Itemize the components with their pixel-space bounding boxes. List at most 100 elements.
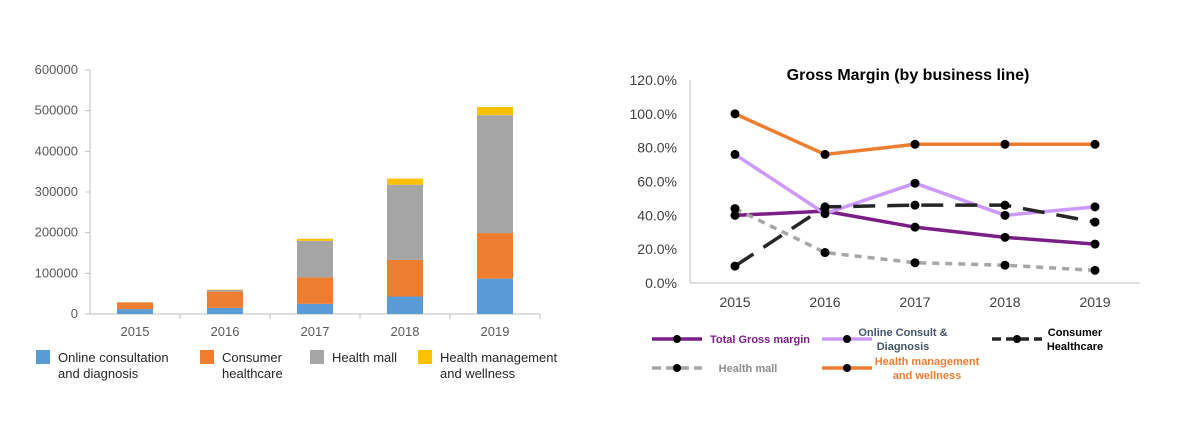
legend-label: Online Consult & — [858, 327, 947, 339]
legend-label: Health management — [875, 356, 980, 368]
series-line-group — [730, 109, 1100, 159]
x-tick-label: 2018 — [989, 294, 1020, 310]
legend-label: Total Gross margin — [710, 334, 810, 346]
data-point — [1090, 265, 1100, 275]
chart-title: Gross Margin (by business line) — [787, 67, 1030, 84]
legend-swatch — [418, 350, 432, 364]
y-tick-label: 500000 — [35, 103, 78, 118]
y-tick-label: 600000 — [35, 62, 78, 77]
x-tick-label: 2019 — [481, 324, 510, 339]
legend-marker — [673, 364, 681, 372]
legend-label: and diagnosis — [58, 366, 139, 381]
y-tick-label: 100.0% — [630, 106, 677, 122]
bar-segment — [207, 291, 243, 308]
legend-marker — [673, 335, 681, 343]
series-line — [734, 203, 1096, 268]
legend-item: Consumer Healthcare — [992, 327, 1103, 353]
legend-label: Health mall — [332, 350, 397, 365]
x-tick-label: 2016 — [211, 324, 240, 339]
data-point — [910, 139, 920, 149]
data-point — [910, 222, 920, 232]
data-point — [1000, 210, 1010, 220]
legend-item: Total Gross margin — [652, 334, 810, 346]
legend-marker — [1013, 335, 1021, 343]
data-point — [1090, 217, 1100, 227]
x-tick-label: 2019 — [1079, 294, 1110, 310]
legend-swatch — [200, 350, 214, 364]
data-point — [730, 109, 740, 119]
data-point — [1090, 139, 1100, 149]
x-tick-label: 2015 — [121, 324, 150, 339]
data-point — [730, 261, 740, 271]
legend-swatch — [310, 350, 324, 364]
legend-label: Online consultation — [58, 350, 169, 365]
stacked-bar-chart: 0 100000 200000 300000 400000 500000 600000 201… — [35, 62, 558, 381]
data-point — [1090, 202, 1100, 212]
legend-label: Healthcare — [1047, 341, 1103, 353]
x-tick-label: 2018 — [391, 324, 420, 339]
y-tick-label: 300000 — [35, 184, 78, 199]
data-point — [820, 209, 830, 219]
legend-label: Consumer — [222, 350, 283, 365]
data-point — [1000, 232, 1010, 242]
bar-segment — [477, 115, 513, 234]
gross-margin-line-chart: Gross Margin (by business line) 0.0% 20.0%… — [630, 67, 1140, 382]
bar-segment — [387, 178, 423, 185]
y-tick-label: 0 — [71, 306, 78, 321]
bar-segment — [477, 107, 513, 116]
legend-label: Health mall — [719, 363, 778, 375]
legend-item: Health mall — [652, 363, 777, 375]
data-point — [910, 178, 920, 188]
legend-label: and wellness — [440, 366, 516, 381]
y-tick-label: 400000 — [35, 143, 78, 158]
data-point — [820, 149, 830, 159]
y-tick-label: 120.0% — [630, 72, 677, 88]
x-tick-label: 2017 — [301, 324, 330, 339]
data-point — [820, 202, 830, 212]
bar-segment — [387, 259, 423, 297]
legend-item: Online Consult & Diagnosis — [822, 327, 948, 353]
series-line — [734, 206, 1096, 273]
bar-segment — [297, 240, 333, 278]
series-line-group — [730, 204, 1100, 275]
data-point — [730, 210, 740, 220]
bar-segment — [477, 233, 513, 279]
y-tick-label: 40.0% — [637, 207, 677, 223]
x-tick-label: 2015 — [719, 294, 750, 310]
bar-segment — [117, 302, 153, 310]
bar-segment — [297, 238, 333, 241]
data-point — [1000, 260, 1010, 270]
y-tick-label: 80.0% — [637, 140, 677, 156]
bar-segment — [117, 309, 153, 314]
y-tick-label: 0.0% — [645, 275, 677, 291]
data-point — [1000, 139, 1010, 149]
y-tick-label: 200000 — [35, 225, 78, 240]
legend-marker — [843, 335, 851, 343]
bar-segment — [297, 303, 333, 314]
bar-segment — [387, 296, 423, 314]
legend-swatch — [36, 350, 50, 364]
data-point — [910, 200, 920, 210]
x-tick-label: 2016 — [809, 294, 840, 310]
bar-segment — [387, 184, 423, 260]
legend-label: Health management — [440, 350, 557, 365]
y-tick-label: 100000 — [35, 265, 78, 280]
legend-marker — [843, 364, 851, 372]
series-line-group — [730, 200, 1100, 271]
data-point — [910, 258, 920, 268]
data-point — [1000, 200, 1010, 210]
legend-item: Health mall — [310, 350, 397, 365]
data-point — [730, 149, 740, 159]
data-point — [730, 204, 740, 214]
legend-label: healthcare — [222, 366, 283, 381]
bar-segment — [297, 277, 333, 304]
y-tick-label: 60.0% — [637, 174, 677, 190]
data-point — [820, 248, 830, 258]
legend-label: Consumer — [1048, 327, 1103, 339]
x-tick-label: 2017 — [899, 294, 930, 310]
